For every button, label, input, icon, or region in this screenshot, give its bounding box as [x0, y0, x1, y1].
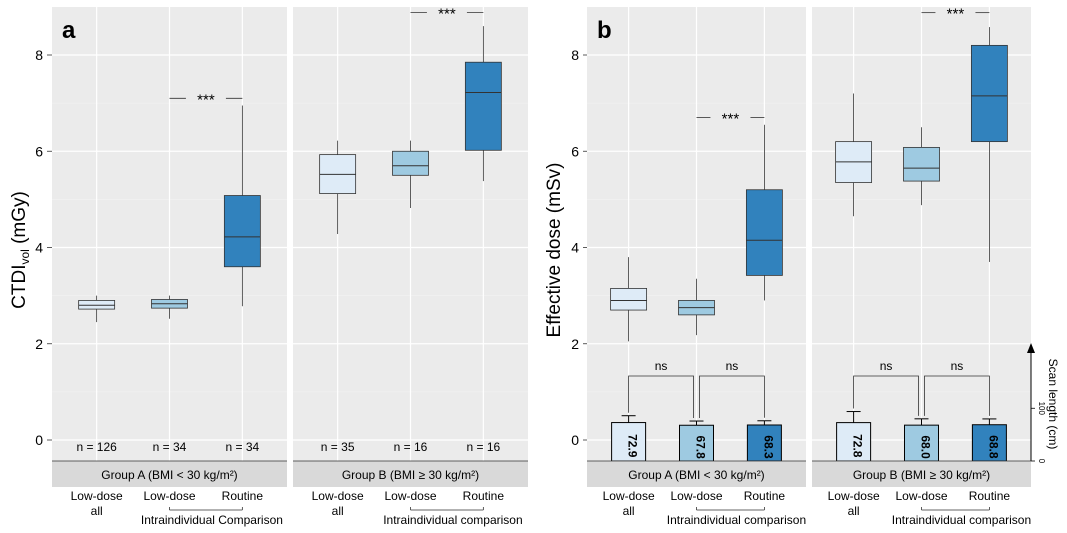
panel-label: a: [62, 17, 76, 44]
ns-bracket: [924, 375, 990, 416]
facet-strip-label: Group B (BMI ≥ 30 kg/m²): [342, 468, 479, 482]
ns-bracket: [853, 375, 919, 416]
y-tick-label: 8: [571, 47, 579, 63]
scan-length-value: 67.8: [694, 435, 708, 459]
panel-a: n = 126 n = 34 n = 34 *** Group A (BMI < 30 …: [9, 6, 528, 527]
panel-b: *** 72.9 67.8 68.3 ns ns Group A (BMI < 30 kg/…: [544, 6, 1060, 527]
ns-label: ns: [880, 359, 893, 373]
sample-size-label: n = 35: [321, 440, 355, 454]
box: [610, 288, 648, 311]
secondary-tick-label: 100: [1037, 402, 1046, 416]
scan-length-bar: [836, 422, 872, 462]
ns-bracket: [628, 375, 694, 419]
x-category-label: Low-dose: [312, 489, 364, 503]
facet-strip-label: Group B (BMI ≥ 30 kg/m²): [853, 468, 990, 482]
x-category-label: all: [91, 504, 103, 518]
y-tick-label: 6: [571, 143, 579, 159]
ns-label: ns: [655, 359, 668, 373]
y-tick-label: 0: [35, 432, 43, 448]
x-category-label: Low-dose: [384, 489, 436, 503]
comparison-label: Intraindividual Comparison: [141, 513, 283, 527]
x-category-label: Routine: [744, 489, 786, 503]
facet-strip: [812, 461, 1031, 487]
y-tick-label: 2: [571, 336, 579, 352]
facet-strip: [52, 461, 287, 487]
significance-label: ***: [947, 6, 965, 23]
significance-label: ***: [438, 6, 456, 23]
comparison-label: Intraindividual comparison: [667, 513, 806, 527]
ns-bracket: [699, 375, 765, 419]
sample-size-label: n = 126: [76, 440, 117, 454]
y-tick-label: 0: [571, 432, 579, 448]
scan-length-value: 72.8: [851, 434, 865, 458]
scan-length-bar: [971, 424, 1007, 462]
x-category-label: Routine: [463, 489, 505, 503]
sample-size-label: n = 16: [394, 440, 428, 454]
x-category-label: all: [332, 504, 344, 518]
facet-strip-label: Group A (BMI < 30 kg/m²): [628, 468, 764, 482]
box: [745, 189, 783, 276]
scan-length-bar: [904, 424, 939, 462]
y-axis-label-main: CTDI: [9, 265, 30, 309]
comparison-label: Intraindividual comparison: [892, 513, 1031, 527]
scan-length-value: 68.3: [761, 435, 775, 459]
y-tick-label: 2: [35, 336, 43, 352]
x-category-label: all: [848, 504, 860, 518]
facet-strip: [293, 461, 528, 487]
significance-label: ***: [722, 111, 740, 128]
ns-label: ns: [726, 359, 739, 373]
y-axis-label-subscript: vol: [18, 249, 32, 264]
y-axis-label-unit: (mGy): [9, 191, 30, 249]
box: [392, 150, 429, 176]
x-category-label: Low-dose: [603, 489, 655, 503]
y-tick-label: 4: [35, 240, 43, 256]
panel-label: b: [597, 17, 612, 44]
ns-label: ns: [951, 359, 964, 373]
box: [223, 195, 261, 268]
x-category-label: all: [623, 504, 635, 518]
y-axis-label: Effective dose (mSv): [544, 163, 565, 338]
x-category-label: Low-dose: [895, 489, 947, 503]
x-category-label: Low-dose: [828, 489, 880, 503]
secondary-tick-label: 0: [1037, 459, 1046, 464]
comparison-label: Intraindividual comparison: [383, 513, 522, 527]
scan-length-bar: [679, 424, 714, 462]
x-category-label: Routine: [969, 489, 1011, 503]
scan-length-value: 72.9: [626, 434, 640, 458]
x-category-label: Routine: [222, 489, 264, 503]
facet-strip-label: Group A (BMI < 30 kg/m²): [101, 468, 237, 482]
sample-size-label: n = 34: [153, 440, 187, 454]
x-category-label: Low-dose: [670, 489, 722, 503]
scan-length-bar: [746, 424, 782, 462]
scan-length-value: 68.8: [986, 435, 1000, 459]
x-category-label: Low-dose: [143, 489, 195, 503]
secondary-axis-arrow: [1027, 343, 1035, 353]
sample-size-label: n = 34: [225, 440, 259, 454]
scan-length-value: 68.0: [919, 435, 933, 459]
y-tick-label: 8: [35, 47, 43, 63]
scan-length-bar: [611, 422, 647, 462]
significance-label: ***: [197, 91, 215, 108]
sample-size-label: n = 16: [466, 440, 500, 454]
facet-strip: [587, 461, 806, 487]
box: [903, 146, 940, 182]
y-axis-label: CTDIvol (mGy): [9, 191, 32, 309]
box: [970, 44, 1008, 143]
x-category-label: Low-dose: [71, 489, 123, 503]
secondary-axis-label: Scan length (cm): [1046, 359, 1060, 450]
box: [464, 61, 502, 151]
y-tick-label: 6: [35, 143, 43, 159]
y-tick-label: 4: [571, 240, 579, 256]
